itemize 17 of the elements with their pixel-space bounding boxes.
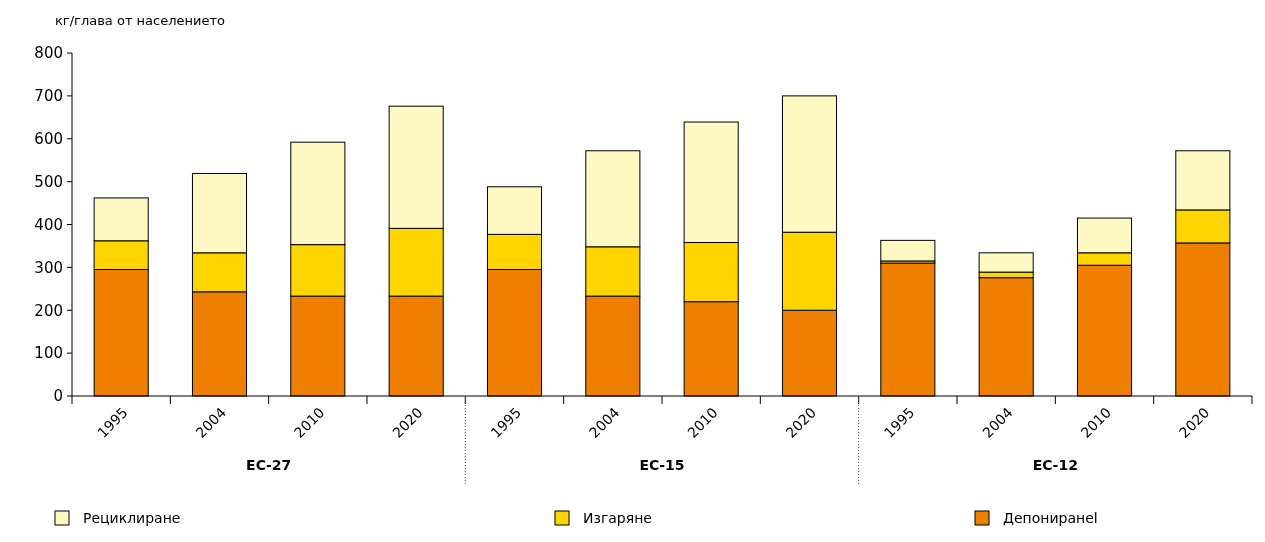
legend-label: Изгаряне — [583, 509, 652, 526]
y-tick-label: 300 — [34, 258, 63, 277]
y-tick-label: 500 — [34, 172, 63, 191]
bar — [880, 239, 936, 262]
y-axis-title: кг/глава от населението — [55, 13, 226, 28]
y-tick-label: 100 — [34, 344, 63, 363]
y-tick-label: 800 — [34, 44, 63, 63]
text: ЕС-15 — [639, 457, 685, 473]
y-tick-label: 700 — [34, 87, 63, 106]
legend-label: Рециклиране — [83, 509, 181, 526]
y-tick-label: 400 — [34, 215, 63, 234]
y-tick-label: 600 — [34, 130, 63, 148]
y-tick-label: 200 — [34, 301, 63, 320]
text: ЕС-12 — [1032, 457, 1078, 473]
text: ЕС-27 — [246, 457, 292, 473]
legend-label: Депониранеl — [1003, 509, 1098, 526]
y-tick-label: 0 — [53, 387, 63, 406]
